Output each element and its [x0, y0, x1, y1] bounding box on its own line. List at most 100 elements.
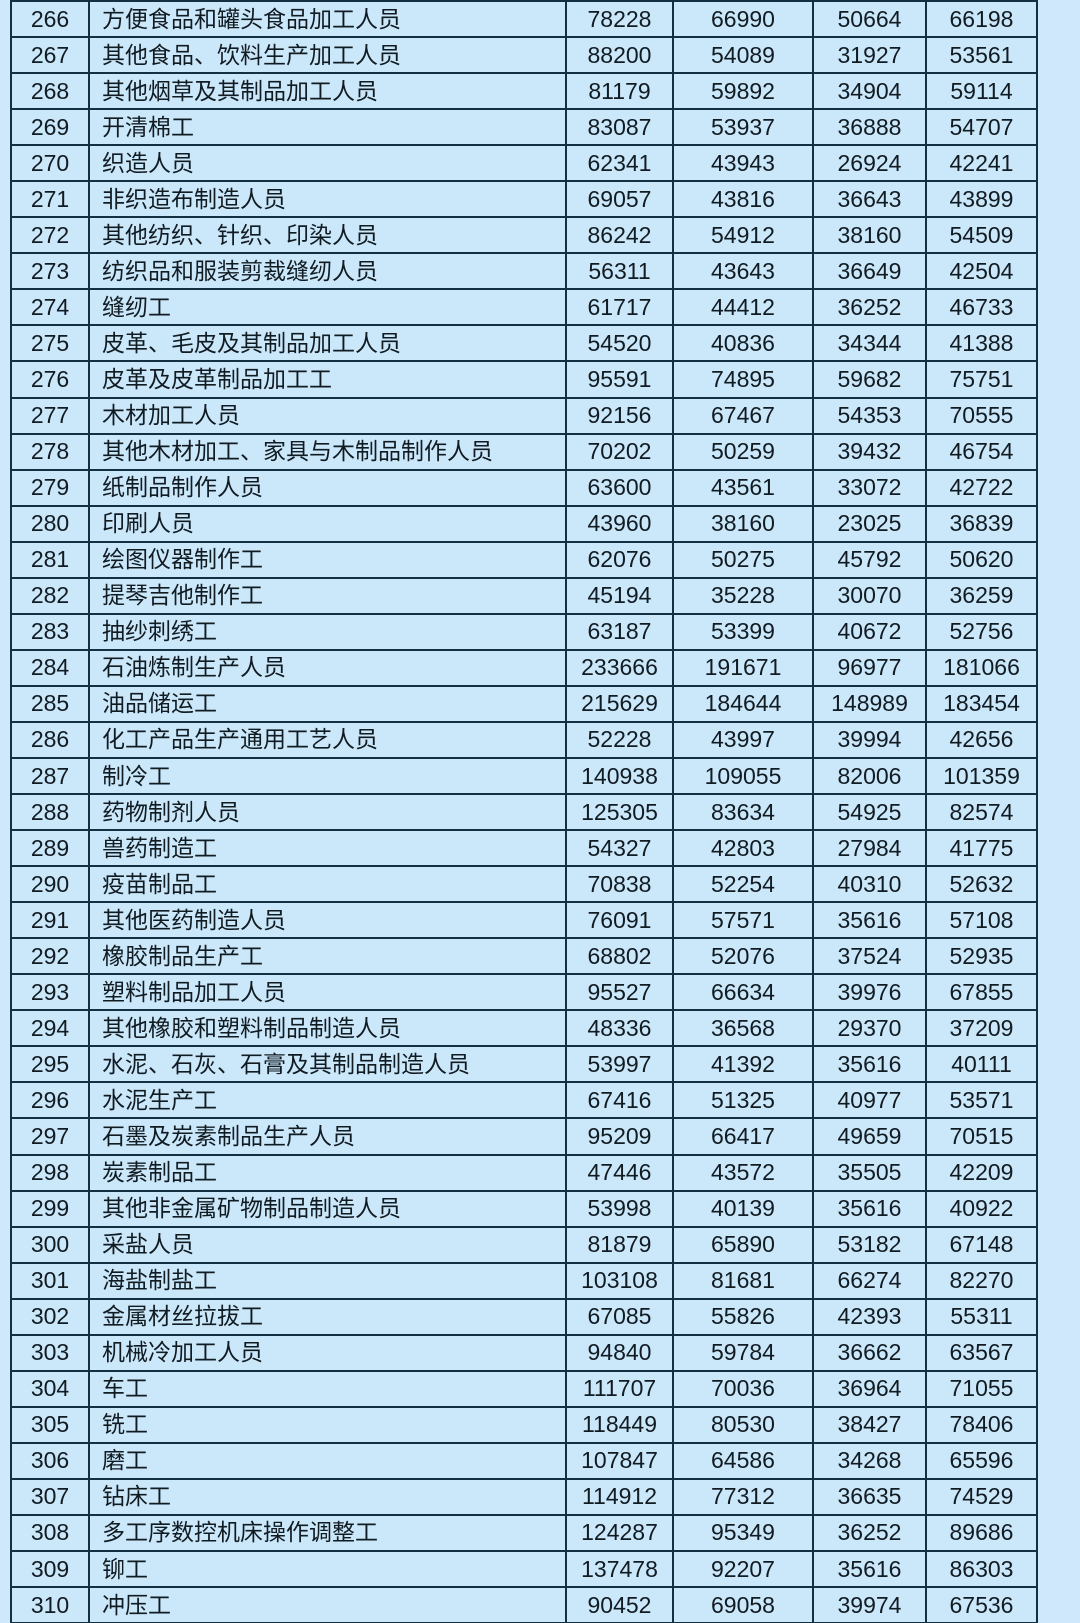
occupation-name-cell: 化工产品生产通用工艺人员	[88, 720, 567, 759]
value-low-cell: 45792	[812, 540, 927, 579]
value-low-cell: 31927	[812, 36, 927, 75]
occupation-name-cell: 橡胶制品生产工	[88, 937, 567, 976]
value-median-cell: 35228	[672, 576, 814, 615]
occupation-name-cell: 石油炼制生产人员	[88, 648, 567, 687]
table-row: 268 其他烟草及其制品加工人员 81179 59892 34904 59114	[10, 72, 1038, 111]
value-average-cell: 71055	[925, 1369, 1038, 1408]
occupation-name-cell: 其他纺织、针织、印染人员	[88, 216, 567, 255]
table-body: 266 方便食品和罐头食品加工人员 78228 66990 50664 66198 267 其…	[10, 0, 1038, 1623]
value-high-cell: 118449	[565, 1405, 674, 1444]
value-median-cell: 66634	[672, 973, 814, 1012]
value-low-cell: 49659	[812, 1117, 927, 1156]
occupation-name-cell: 塑料制品加工人员	[88, 973, 567, 1012]
value-high-cell: 43960	[565, 504, 674, 543]
occupation-name-cell: 皮革、毛皮及其制品加工人员	[88, 324, 567, 363]
occupation-name-cell: 车工	[88, 1369, 567, 1408]
value-high-cell: 53997	[565, 1045, 674, 1084]
value-median-cell: 92207	[672, 1550, 814, 1589]
table-row: 287 制冷工 140938 109055 82006 101359	[10, 756, 1038, 796]
value-high-cell: 67085	[565, 1297, 674, 1336]
value-median-cell: 43816	[672, 180, 814, 219]
table-row: 304 车工 111707 70036 36964 71055	[10, 1369, 1038, 1408]
row-index-cell: 285	[10, 684, 90, 723]
value-median-cell: 66417	[672, 1117, 814, 1156]
occupation-name-cell: 油品储运工	[88, 684, 567, 723]
value-average-cell: 46754	[925, 432, 1038, 471]
occupation-name-cell: 印刷人员	[88, 504, 567, 543]
table-row: 274 缝纫工 61717 44412 36252 46733	[10, 288, 1038, 327]
value-average-cell: 70555	[925, 396, 1038, 435]
row-index-cell: 275	[10, 324, 90, 363]
value-low-cell: 35505	[812, 1153, 927, 1192]
occupation-name-cell: 药物制剂人员	[88, 793, 567, 832]
table-row: 302 金属材丝拉拔工 67085 55826 42393 55311	[10, 1297, 1038, 1336]
row-index-cell: 276	[10, 360, 90, 399]
value-median-cell: 53937	[672, 108, 814, 147]
value-average-cell: 41775	[925, 829, 1038, 868]
value-high-cell: 233666	[565, 648, 674, 687]
table-row: 272 其他纺织、针织、印染人员 86242 54912 38160 54509	[10, 216, 1038, 255]
value-average-cell: 46733	[925, 288, 1038, 327]
value-low-cell: 35616	[812, 1189, 927, 1228]
value-high-cell: 78228	[565, 0, 674, 39]
value-median-cell: 50275	[672, 540, 814, 579]
value-high-cell: 125305	[565, 793, 674, 832]
occupation-name-cell: 制冷工	[88, 756, 567, 796]
row-index-cell: 287	[10, 756, 90, 796]
occupation-name-cell: 钻床工	[88, 1477, 567, 1516]
row-index-cell: 310	[10, 1586, 90, 1623]
occupation-name-cell: 水泥生产工	[88, 1081, 567, 1120]
table-row: 293 塑料制品加工人员 95527 66634 39976 67855	[10, 973, 1038, 1012]
row-index-cell: 289	[10, 829, 90, 868]
value-average-cell: 74529	[925, 1477, 1038, 1516]
table-row: 307 钻床工 114912 77312 36635 74529	[10, 1477, 1038, 1516]
table-row: 285 油品储运工 215629 184644 148989 183454	[10, 684, 1038, 723]
value-low-cell: 34344	[812, 324, 927, 363]
table-row: 277 木材加工人员 92156 67467 54353 70555	[10, 396, 1038, 435]
row-index-cell: 268	[10, 72, 90, 111]
row-index-cell: 280	[10, 504, 90, 543]
value-low-cell: 23025	[812, 504, 927, 543]
table-row: 298 炭素制品工 47446 43572 35505 42209	[10, 1153, 1038, 1192]
value-high-cell: 95591	[565, 360, 674, 399]
row-index-cell: 281	[10, 540, 90, 579]
value-low-cell: 26924	[812, 144, 927, 183]
value-low-cell: 39976	[812, 973, 927, 1012]
value-high-cell: 83087	[565, 108, 674, 147]
row-index-cell: 307	[10, 1477, 90, 1516]
row-index-cell: 292	[10, 937, 90, 976]
value-average-cell: 42656	[925, 720, 1038, 759]
value-high-cell: 95527	[565, 973, 674, 1012]
row-index-cell: 266	[10, 0, 90, 39]
value-low-cell: 36964	[812, 1369, 927, 1408]
row-index-cell: 302	[10, 1297, 90, 1336]
value-high-cell: 95209	[565, 1117, 674, 1156]
value-average-cell: 42241	[925, 144, 1038, 183]
table-row: 280 印刷人员 43960 38160 23025 36839	[10, 504, 1038, 543]
occupation-name-cell: 纺织品和服装剪裁缝纫人员	[88, 252, 567, 291]
table-row: 270 织造人员 62341 43943 26924 42241	[10, 144, 1038, 183]
table-row: 276 皮革及皮革制品加工工 95591 74895 59682 75751	[10, 360, 1038, 399]
value-median-cell: 54089	[672, 36, 814, 75]
value-low-cell: 37524	[812, 937, 927, 976]
value-low-cell: 30070	[812, 576, 927, 615]
value-high-cell: 67416	[565, 1081, 674, 1120]
table-row: 278 其他木材加工、家具与木制品制作人员 70202 50259 39432 46754	[10, 432, 1038, 471]
value-average-cell: 82270	[925, 1261, 1038, 1300]
value-average-cell: 42504	[925, 252, 1038, 291]
row-index-cell: 300	[10, 1225, 90, 1264]
row-index-cell: 304	[10, 1369, 90, 1408]
value-median-cell: 43572	[672, 1153, 814, 1192]
value-median-cell: 52254	[672, 865, 814, 904]
row-index-cell: 294	[10, 1009, 90, 1048]
value-average-cell: 82574	[925, 793, 1038, 832]
value-average-cell: 183454	[925, 684, 1038, 723]
value-high-cell: 114912	[565, 1477, 674, 1516]
value-median-cell: 64586	[672, 1441, 814, 1480]
value-average-cell: 40922	[925, 1189, 1038, 1228]
occupation-name-cell: 其他木材加工、家具与木制品制作人员	[88, 432, 567, 471]
value-average-cell: 86303	[925, 1550, 1038, 1589]
row-index-cell: 296	[10, 1081, 90, 1120]
occupation-name-cell: 抽纱刺绣工	[88, 612, 567, 651]
value-median-cell: 53399	[672, 612, 814, 651]
